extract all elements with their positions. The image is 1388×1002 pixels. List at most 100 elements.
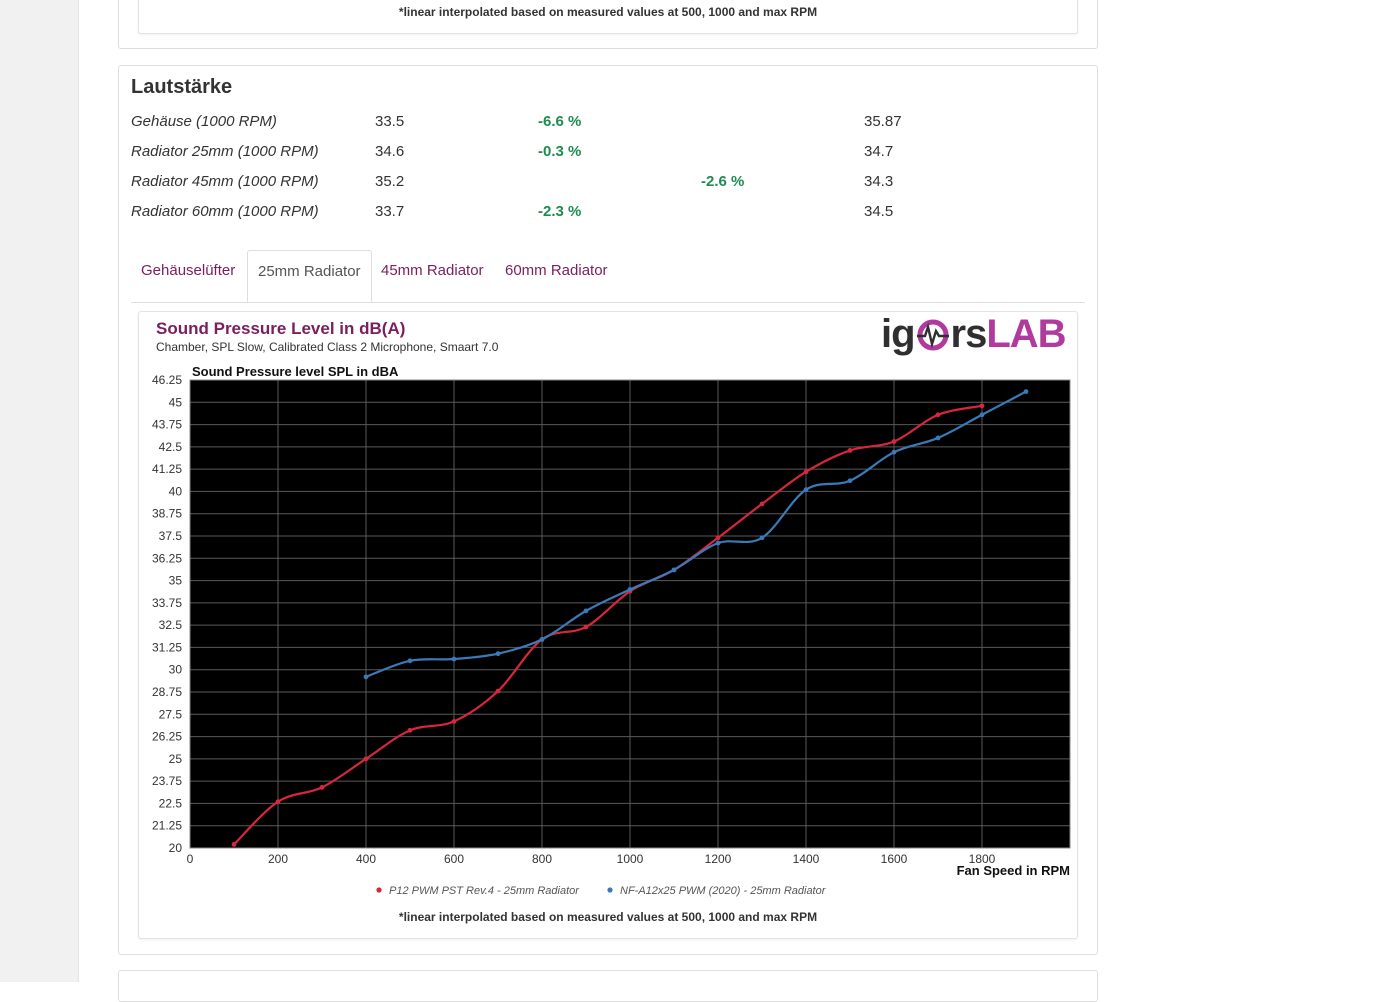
- series-2-point: [1023, 389, 1029, 394]
- y-tick-label: 25: [169, 752, 183, 766]
- volume-row-reference: 34.3: [864, 173, 894, 190]
- radiator-tabs: Gehäuselüfter 25mm Radiator 45mm Radiato…: [131, 250, 1085, 303]
- series-1-point: [935, 412, 941, 418]
- tab-45mm-radiator[interactable]: 45mm Radiator: [381, 262, 484, 279]
- x-tick-label: 600: [444, 852, 464, 866]
- x-tick-label: 1600: [881, 852, 908, 866]
- y-tick-label: 32.5: [159, 618, 183, 632]
- x-tick-label: 1000: [617, 852, 644, 866]
- chart-title: Sound Pressure Level in dB(A): [156, 319, 406, 338]
- series-2-point: [979, 412, 985, 418]
- y-tick-label: 26.25: [152, 730, 182, 744]
- y-tick-label: 33.75: [152, 596, 182, 610]
- series-2-point: [583, 608, 589, 614]
- volume-row-label: Radiator 60mm (1000 RPM): [131, 203, 319, 220]
- y-tick-label: 23.75: [152, 774, 182, 788]
- x-tick-label: 1800: [969, 852, 996, 866]
- legend-marker: [607, 887, 613, 893]
- series-2-point: [451, 656, 457, 662]
- series-2-point: [891, 449, 897, 455]
- x-tick-label: 200: [268, 852, 288, 866]
- series-1-point: [847, 448, 853, 453]
- volume-row-value: 33.7: [375, 203, 405, 220]
- previous-chart-footnote: *linear interpolated based on measured v…: [398, 5, 818, 19]
- volume-row-reference: 34.5: [864, 203, 894, 220]
- series-2-point: [847, 478, 853, 484]
- volume-row-label: Gehäuse (1000 RPM): [131, 113, 277, 130]
- tab-25mm-radiator[interactable]: 25mm Radiator: [247, 250, 372, 302]
- series-1-point: [231, 842, 237, 847]
- igorslab-logo: ig rsLAB: [881, 312, 1067, 356]
- series-1-point: [407, 727, 413, 733]
- volume-card: Lautstärke Gehäuse (1000 RPM) 33.5 -6.6 …: [118, 65, 1098, 955]
- y-tick-label: 36.25: [152, 551, 182, 565]
- y-tick-label: 41.25: [152, 462, 182, 476]
- series-1-point: [363, 756, 369, 762]
- volume-row: Radiator 60mm (1000 RPM) 33.7 -2.3 % 34.…: [131, 197, 1081, 227]
- series-1-point: [715, 535, 721, 541]
- y-tick-label: 35: [169, 574, 183, 588]
- series-2-point: [671, 567, 677, 573]
- series-2-point: [715, 540, 721, 546]
- series-2-point: [407, 658, 413, 664]
- section-title: Lautstärke: [131, 76, 233, 98]
- logo-heartbeat-icon: [916, 319, 949, 351]
- series-1-point: [583, 624, 589, 630]
- previous-chart-panel: *linear interpolated based on measured v…: [138, 0, 1078, 34]
- series-1-point: [451, 719, 457, 724]
- series-line-1: [233, 404, 983, 846]
- y-tick-label: 27.5: [159, 707, 183, 721]
- volume-row-delta: -2.3 %: [538, 203, 582, 220]
- legend-marker: [376, 887, 382, 893]
- x-tick-label: 400: [356, 852, 376, 866]
- series-1-point: [759, 501, 765, 507]
- volume-row-delta: -2.6 %: [701, 173, 745, 190]
- series-1-point: [319, 784, 325, 790]
- legend-label: NF-A12x25 PWM (2020) - 25mm Radiator: [620, 885, 827, 897]
- series-2-point: [803, 487, 809, 493]
- volume-row-value: 33.5: [375, 113, 405, 130]
- y-tick-label: 45: [169, 395, 183, 409]
- tab-gehaeuseluefter[interactable]: Gehäuselüfter: [141, 262, 236, 279]
- chart-subtitle: Chamber, SPL Slow, Calibrated Class 2 Mi…: [156, 340, 499, 354]
- x-tick-label: 1400: [793, 852, 820, 866]
- volume-row-delta: -6.6 %: [538, 113, 582, 130]
- y-tick-label: 20: [169, 841, 183, 855]
- volume-row-label: Radiator 25mm (1000 RPM): [131, 143, 319, 160]
- series-1-point: [891, 439, 897, 444]
- series-2-point: [495, 651, 501, 657]
- volume-row-value: 34.6: [375, 143, 405, 160]
- series-2-point: [539, 637, 545, 642]
- series-line-2: [365, 390, 1027, 678]
- left-sidebar-rail: [0, 0, 79, 982]
- volume-row: Radiator 45mm (1000 RPM) 35.2 -2.6 % 34.…: [131, 167, 1081, 197]
- volume-row-reference: 35.87: [864, 113, 902, 130]
- chart-panel: Sound Pressure Level in dB(A) Chamber, S…: [138, 311, 1078, 939]
- volume-row-reference: 34.7: [864, 143, 894, 160]
- series-2-point: [935, 435, 941, 441]
- series-2-point: [363, 674, 369, 680]
- series-1-point: [979, 403, 985, 409]
- y-tick-label: 40: [169, 484, 183, 498]
- volume-row: Gehäuse (1000 RPM) 33.5 -6.6 % 35.87: [131, 107, 1081, 137]
- y-tick-label: 42.5: [159, 440, 183, 454]
- series-2-point: [759, 535, 765, 541]
- plot-border: [189, 379, 1071, 849]
- tab-60mm-radiator[interactable]: 60mm Radiator: [505, 262, 608, 279]
- x-axis-label: Fan Speed in RPM: [957, 863, 1070, 878]
- y-tick-label: 21.25: [152, 819, 182, 833]
- x-tick-label: 0: [187, 852, 194, 866]
- plot-title: Sound Pressure level SPL in dBA: [192, 364, 399, 379]
- y-tick-label: 31.25: [152, 640, 182, 654]
- volume-row-label: Radiator 45mm (1000 RPM): [131, 173, 319, 190]
- x-tick-label: 1200: [705, 852, 732, 866]
- series-1-point: [495, 688, 501, 694]
- x-tick-label: 800: [532, 852, 552, 866]
- series-1-point: [275, 799, 281, 805]
- legend-label: P12 PWM PST Rev.4 - 25mm Radiator: [389, 885, 580, 897]
- y-tick-label: 38.75: [152, 507, 182, 521]
- y-tick-label: 46.25: [152, 373, 182, 387]
- y-tick-label: 28.75: [152, 685, 182, 699]
- y-tick-label: 30: [169, 663, 183, 677]
- y-tick-label: 43.75: [152, 418, 182, 432]
